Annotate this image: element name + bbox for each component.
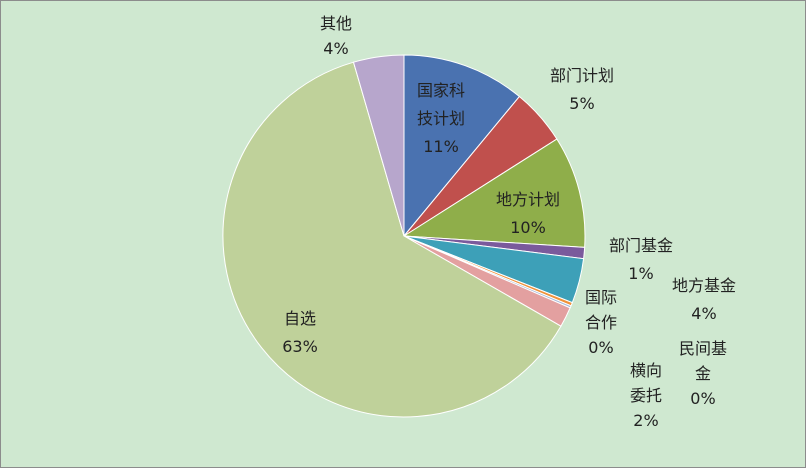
slice-name-line: 国际	[585, 288, 617, 307]
slice-percent: 2%	[633, 411, 658, 430]
slice-name-line: 其他	[320, 14, 352, 33]
slice-label-hengxiang: 横向委托 2%	[630, 361, 662, 430]
slice-label-difang_jh: 地方计划 10%	[496, 190, 560, 237]
slice-name-line: 国家科	[417, 81, 465, 100]
slice-label-bumen_jj: 部门基金 1%	[609, 236, 673, 283]
slice-name-line: 横向	[630, 361, 662, 380]
slice-label-zixuan: 自选 63%	[282, 309, 318, 356]
slice-label-difang_jj: 地方基金 4%	[672, 276, 736, 323]
slice-percent: 11%	[423, 137, 459, 156]
slice-name-line: 部门计划	[550, 66, 614, 85]
slice-label-qita: 其他 4%	[320, 14, 352, 58]
slice-name-line: 部门基金	[609, 236, 673, 255]
slice-name-line: 地方基金	[672, 276, 736, 295]
pie-slice-difang_jh	[402, 138, 586, 248]
slice-name-line: 自选	[284, 309, 316, 328]
pie-slices	[222, 54, 586, 418]
slice-percent: 4%	[323, 39, 348, 58]
slice-percent: 63%	[282, 337, 318, 356]
slice-percent: 0%	[588, 338, 613, 357]
slice-name-line: 合作	[585, 313, 617, 332]
slice-percent: 5%	[569, 94, 594, 113]
pie-slice-zixuan	[222, 61, 562, 418]
slice-percent: 0%	[690, 389, 715, 408]
slice-name-line: 民间基	[679, 339, 727, 358]
slice-percent: 10%	[510, 218, 546, 237]
slice-name-line: 金	[695, 364, 711, 383]
slice-label-guoji: 国际合作 0%	[585, 288, 617, 357]
slice-name-line: 技计划	[417, 109, 465, 128]
slice-name-line: 地方计划	[496, 190, 560, 209]
slice-label-minjian: 民间基金 0%	[679, 339, 727, 408]
slice-percent: 4%	[691, 304, 716, 323]
slice-label-guojia: 国家科技计划 11%	[417, 81, 465, 156]
pie-labels: 国家科技计划 11% 部门计划 5% 地方计划 10% 部门基金 1% 地方基金 4% 民间基金 0%…	[282, 14, 736, 430]
slice-label-bumen_jh: 部门计划 5%	[550, 66, 614, 113]
slice-percent: 1%	[628, 264, 653, 283]
pie-slice-qita	[352, 54, 405, 237]
pie-slice-guojia	[403, 54, 521, 238]
slice-name-line: 委托	[630, 386, 662, 405]
